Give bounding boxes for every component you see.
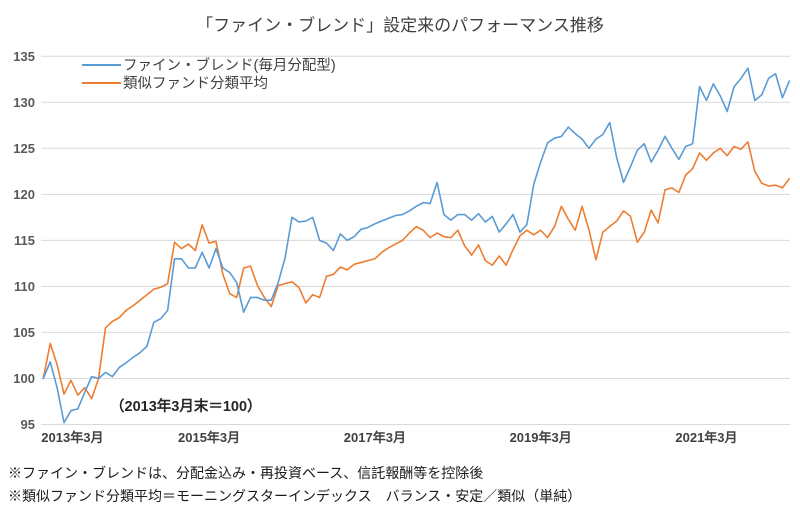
svg-text:2015年3月: 2015年3月 (178, 430, 240, 445)
svg-text:（2013年3月末＝100）: （2013年3月末＝100） (110, 397, 262, 415)
svg-text:類似ファンド分類平均: 類似ファンド分類平均 (123, 75, 268, 92)
svg-text:120: 120 (13, 187, 35, 202)
svg-text:2013年3月: 2013年3月 (41, 430, 103, 445)
svg-text:ファイン・ブレンド(毎月分配型): ファイン・ブレンド(毎月分配型) (123, 56, 336, 74)
svg-text:95: 95 (21, 417, 35, 432)
svg-text:105: 105 (13, 325, 35, 340)
svg-text:130: 130 (13, 95, 35, 110)
svg-text:115: 115 (14, 233, 35, 248)
svg-text:135: 135 (13, 49, 35, 64)
svg-text:2021年3月: 2021年3月 (675, 430, 737, 445)
svg-text:110: 110 (14, 279, 35, 294)
svg-text:100: 100 (13, 371, 35, 386)
svg-text:125: 125 (13, 141, 35, 156)
svg-text:2017年3月: 2017年3月 (344, 430, 406, 445)
svg-text:2019年3月: 2019年3月 (510, 430, 572, 445)
